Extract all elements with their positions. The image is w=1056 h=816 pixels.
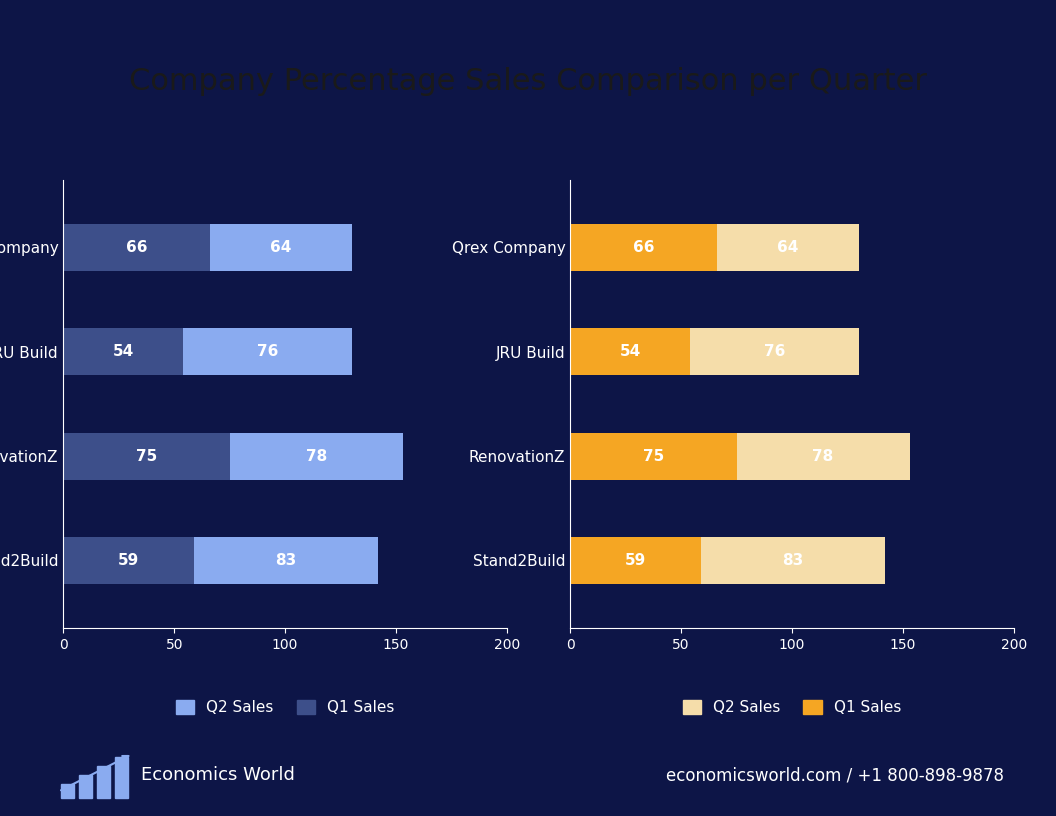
Bar [570,224,717,271]
Bar [690,328,859,375]
Bar [183,328,352,375]
Text: 76: 76 [257,344,278,359]
Text: 83: 83 [782,553,804,568]
Text: 83: 83 [276,553,297,568]
Text: 59: 59 [118,553,139,568]
Text: Economics World: Economics World [140,766,295,784]
Legend: Q2 Sales, Q1 Sales: Q2 Sales, Q1 Sales [170,694,400,721]
Bar [63,328,183,375]
Text: 66: 66 [633,240,654,255]
FancyBboxPatch shape [79,775,92,798]
FancyBboxPatch shape [61,784,74,798]
Text: 59: 59 [625,553,646,568]
Bar [570,537,701,584]
Text: 54: 54 [620,344,641,359]
Text: 54: 54 [113,344,134,359]
Bar [210,224,352,271]
Text: 75: 75 [136,449,157,463]
Bar [194,537,378,584]
Text: 75: 75 [643,449,664,463]
Bar [63,224,210,271]
Bar [701,537,885,584]
Text: 64: 64 [270,240,291,255]
Text: 78: 78 [812,449,833,463]
Text: Company Percentage Sales Comparison per Quarter: Company Percentage Sales Comparison per … [129,67,927,96]
Bar [570,328,690,375]
Bar [230,432,402,480]
Bar [717,224,859,271]
Bar [63,432,230,480]
Legend: Q2 Sales, Q1 Sales: Q2 Sales, Q1 Sales [677,694,907,721]
Text: 76: 76 [763,344,785,359]
Bar [737,432,909,480]
Text: 66: 66 [126,240,147,255]
Text: economicsworld.com / +1 800-898-9878: economicsworld.com / +1 800-898-9878 [666,766,1004,784]
Bar [570,432,737,480]
Bar [63,537,194,584]
FancyBboxPatch shape [115,757,128,798]
FancyBboxPatch shape [97,766,110,798]
Text: 78: 78 [305,449,326,463]
Text: 64: 64 [777,240,798,255]
